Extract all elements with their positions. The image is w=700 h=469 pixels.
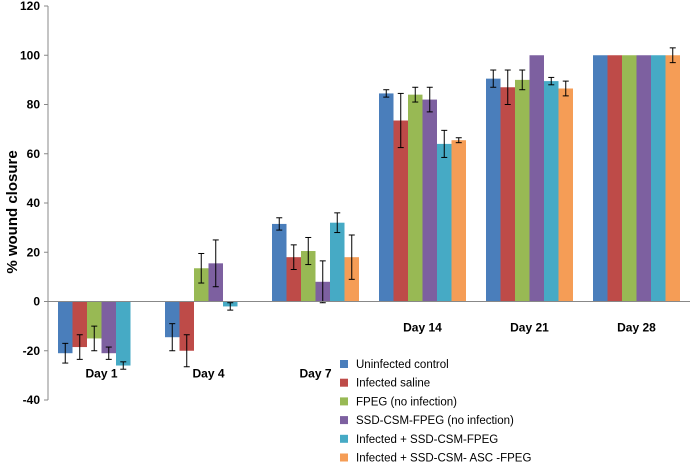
y-tick-label: 120: [20, 0, 40, 13]
bar: [593, 55, 608, 302]
category-label: Day 14: [403, 321, 442, 335]
legend: Uninfected control Infected saline FPEG (n…: [340, 359, 531, 465]
bar: [607, 55, 622, 302]
bar: [379, 93, 394, 302]
category-label: Day 1: [85, 366, 117, 380]
legend-label: Infected saline: [356, 378, 430, 390]
bar: [179, 301, 194, 351]
bar: [116, 301, 131, 366]
bar: [651, 55, 666, 302]
legend-swatch: [340, 378, 348, 387]
legend-label: SSD-CSM-FPEG (no infection): [356, 415, 514, 427]
legend-swatch: [340, 453, 348, 462]
bar: [486, 78, 501, 302]
bar: [558, 88, 573, 302]
y-tick-label: 60: [27, 147, 41, 161]
legend-label: Uninfected control: [356, 359, 449, 371]
bar: [165, 301, 180, 338]
legend-swatch: [340, 434, 348, 443]
bar: [393, 120, 408, 302]
bar: [437, 143, 452, 302]
category-label: Day 4: [192, 366, 224, 380]
error-bars: [62, 47, 676, 370]
bar: [500, 87, 515, 302]
legend-label: Infected + SSD-CSM-FPEG: [356, 434, 498, 446]
bar: [58, 301, 73, 354]
bar: [422, 99, 437, 302]
bar: [451, 140, 466, 302]
y-axis-ticks: -40 -20 0 20 40 60 80 100 120: [20, 0, 48, 407]
y-tick-label: 20: [27, 245, 41, 259]
bar: [101, 301, 116, 354]
bar: [87, 301, 102, 339]
bar: [72, 301, 87, 348]
y-axis-label: % wound closure: [4, 150, 21, 273]
category-label: Day 28: [617, 321, 656, 335]
legend-swatch: [340, 397, 348, 406]
bar: [544, 81, 559, 302]
bar: [665, 55, 680, 302]
legend-label: Infected + SSD-CSM- ASC -FPEG: [356, 453, 531, 465]
y-tick-label: 40: [27, 196, 41, 210]
bar: [286, 257, 301, 302]
y-tick-label: 100: [20, 48, 40, 62]
y-tick-label: -20: [23, 344, 41, 358]
category-label: Day 7: [299, 366, 331, 380]
bar: [194, 268, 209, 302]
bar: [408, 94, 423, 302]
category-label: Day 21: [510, 321, 549, 335]
bar: [301, 251, 316, 302]
bar: [529, 55, 544, 302]
category-labels: Day 1 Day 4 Day 7 Day 14 Day 21 Day 28: [85, 321, 656, 381]
bars: [58, 55, 680, 366]
legend-swatch: [340, 416, 348, 425]
y-tick-label: 0: [33, 295, 40, 309]
legend-label: FPEG (no infection): [356, 396, 457, 408]
bar: [622, 55, 637, 302]
bar: [272, 223, 287, 302]
bar: [515, 79, 530, 302]
bar: [330, 222, 345, 302]
legend-swatch: [340, 360, 348, 368]
bar: [636, 55, 651, 302]
y-tick-label: -40: [23, 393, 41, 407]
y-tick-label: 80: [27, 98, 41, 112]
